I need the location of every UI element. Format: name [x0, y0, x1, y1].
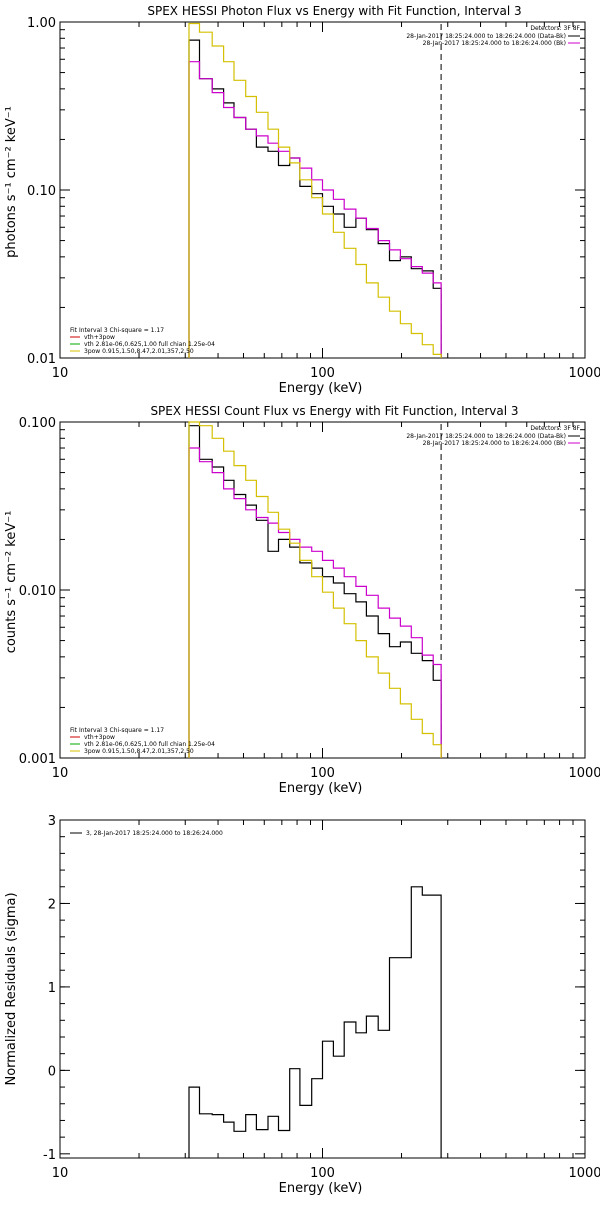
y-axis-label: photons s⁻¹ cm⁻² keV⁻¹: [4, 106, 19, 258]
y-tick-label: 0.10: [27, 184, 56, 199]
x-tick-label: 100: [310, 366, 335, 381]
y-tick-label: 1: [48, 981, 56, 996]
series-line-3: [188, 421, 442, 758]
fit-legend-label: vth+3pow: [84, 334, 115, 341]
x-tick-label: 100: [310, 766, 335, 781]
legend-header: Detectors: 3F 8F: [530, 25, 580, 32]
series-line-3: [188, 22, 442, 358]
legend-entry-label: 28-Jan-2017 18:25:24.000 to 18:26:24.000…: [406, 433, 566, 440]
series-line-1: [188, 886, 442, 1158]
plot-frame: [59, 819, 586, 1159]
y-tick-label: -1: [43, 1148, 56, 1163]
legend-header: Detectors: 3F 8F: [530, 425, 580, 432]
y-tick-label: 0.010: [19, 584, 56, 599]
fit-legend-label: vth 2.81e-06,0.625,1.00 full chian 1.25e…: [84, 341, 215, 348]
y-tick-label: 0.100: [19, 416, 56, 431]
chart-panel-1: SPEX HESSI Photon Flux vs Energy with Fi…: [4, 4, 600, 396]
fit-info-title: Fit Interval 3 Chi-square = 1.17: [70, 327, 164, 334]
series-line-2: [188, 61, 442, 358]
x-tick-label: 10: [52, 366, 69, 381]
fit-legend-label: 3pow 0.915,1.50,8.47,2.01,357,2.50: [84, 348, 194, 355]
legend-entry-label: 28-Jan-2017 18:25:24.000 to 18:26:24.000…: [423, 440, 566, 447]
fit-legend-label: 3pow 0.915,1.50,8.47,2.01,357,2.50: [84, 748, 194, 755]
y-tick-label: 0.01: [27, 352, 56, 367]
series-line-2: [188, 447, 442, 758]
chart-panel-3: 10 100 1000 Energy (keV) -1 0 1 2 3 Normalized Re…: [4, 814, 600, 1196]
y-tick-label: 1.00: [27, 16, 56, 31]
y-tick-label: 0.001: [19, 752, 56, 767]
x-tick-label: 10: [52, 1166, 69, 1181]
fit-legend-label: vth+3pow: [84, 734, 115, 741]
chart-panel-2: SPEX HESSI Count Flux vs Energy with Fit…: [4, 404, 600, 796]
x-tick-label: 1000: [568, 766, 600, 781]
y-tick-label: 2: [48, 897, 56, 912]
x-tick-label: 10: [52, 766, 69, 781]
x-axis-label: Energy (keV): [279, 381, 363, 396]
y-axis-label: counts s⁻¹ cm⁻² keV⁻¹: [4, 511, 19, 654]
series-line-1: [188, 425, 442, 758]
x-axis-label: Energy (keV): [279, 781, 363, 796]
y-axis-label: Normalized Residuals (sigma): [4, 892, 19, 1085]
y-tick-label: 0: [48, 1064, 56, 1079]
series-line-1: [188, 39, 442, 358]
y-tick-label: 3: [48, 814, 56, 829]
legend-entry-label: 3, 28-Jan-2017 18:25:24.000 to 18:26:24.…: [86, 830, 223, 837]
x-tick-label: 1000: [568, 1166, 600, 1181]
x-tick-label: 1000: [568, 366, 600, 381]
x-axis-label: Energy (keV): [279, 1181, 363, 1196]
legend-entry-label: 28-Jan-2017 18:25:24.000 to 18:26:24.000…: [406, 33, 566, 40]
chart-title: SPEX HESSI Count Flux vs Energy with Fit…: [150, 404, 518, 418]
fit-legend-label: vth 2.81e-06,0.625,1.00 full chian 1.25e…: [84, 741, 215, 748]
fit-info-title: Fit Interval 3 Chi-square = 1.17: [70, 727, 164, 734]
legend-entry-label: 28-Jan-2017 18:25:24.000 to 18:26:24.000…: [423, 40, 566, 47]
chart-title: SPEX HESSI Photon Flux vs Energy with Fi…: [147, 4, 521, 18]
x-tick-label: 100: [310, 1166, 335, 1181]
